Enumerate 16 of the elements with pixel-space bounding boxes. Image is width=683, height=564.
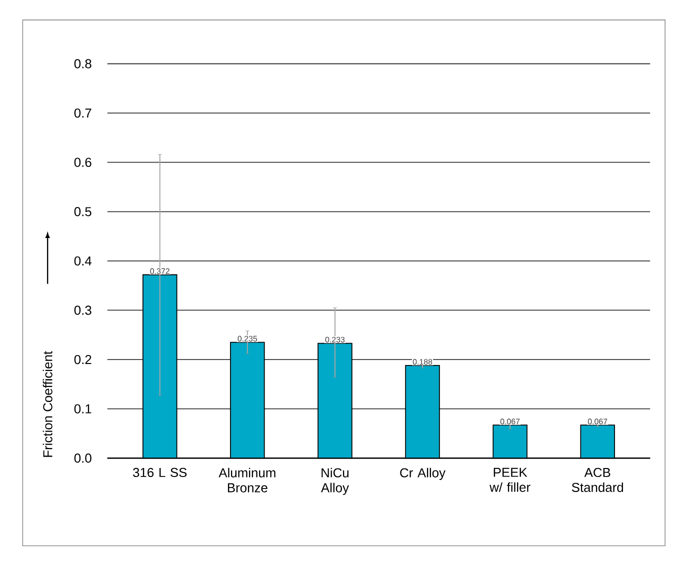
y-tick-label: 0.1: [74, 404, 92, 414]
y-tick-label: 0.0: [74, 454, 92, 463]
y-axis-title: Friction Coefficient: [42, 351, 52, 458]
x-tick-label: PEEK w/ filler: [490, 468, 530, 492]
x-tick-label: NiCu Alloy: [320, 468, 349, 496]
y-tick-label: 0.3: [74, 306, 92, 315]
x-tick-label: Aluminum Bronze: [218, 468, 276, 492]
y-tick-label: 0.2: [74, 355, 92, 364]
y-tick-label: 0.8: [74, 59, 92, 68]
x-tick-label: ACB Standard: [572, 468, 624, 492]
x-tick-label: 316 L SS: [133, 468, 187, 478]
y-tick-label: 0.7: [74, 108, 92, 118]
y-tick-label: 0.6: [74, 158, 92, 168]
x-tick-label: Cr Alloy: [400, 468, 446, 480]
y-tick-label: 0.4: [74, 256, 92, 266]
y-tick-label: 0.5: [74, 207, 92, 216]
